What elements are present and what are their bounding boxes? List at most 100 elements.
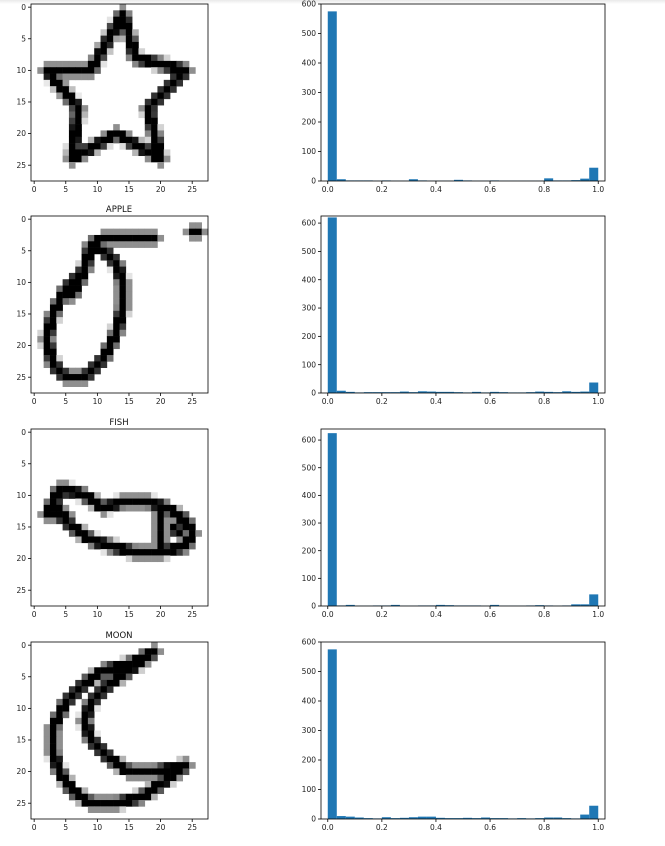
- pixel: [49, 511, 57, 518]
- pixel: [100, 130, 108, 138]
- pixel: [144, 124, 152, 131]
- pixel: [62, 285, 70, 293]
- pixel: [151, 774, 158, 782]
- pixel: [113, 679, 120, 687]
- histogram-bar: [345, 816, 355, 819]
- pixel: [68, 92, 76, 100]
- pixel: [87, 241, 95, 248]
- pixel: [182, 536, 190, 544]
- pixel: [125, 228, 133, 236]
- x-tick-label: 10: [93, 397, 103, 406]
- histogram-bar: [345, 391, 355, 393]
- pixel: [151, 105, 158, 112]
- x-tick-label: 0.6: [484, 185, 496, 194]
- pixel: [144, 241, 152, 248]
- histogram-frame-3: [320, 428, 606, 607]
- y-tick-label: 5: [21, 34, 26, 43]
- pixel: [119, 329, 127, 337]
- pixel: [132, 41, 139, 49]
- pixel: [56, 317, 63, 324]
- pixel: [119, 266, 127, 274]
- pixel: [49, 73, 57, 81]
- y-tick-label: 0: [311, 815, 316, 824]
- pixel: [49, 60, 57, 68]
- pixel: [163, 523, 171, 531]
- pixel: [68, 111, 76, 119]
- pixel: [119, 291, 127, 299]
- pixel: [106, 234, 114, 242]
- pixel: [113, 285, 120, 293]
- pixel: [157, 648, 165, 655]
- pixel: [157, 768, 165, 776]
- pixel: [75, 717, 82, 725]
- pixel: [75, 285, 82, 293]
- window-top-edge: [0, 0, 665, 4]
- pixel: [157, 92, 165, 100]
- pixel: [100, 679, 108, 687]
- pixel: [87, 136, 95, 144]
- pixel: [113, 673, 120, 681]
- pixel: [68, 479, 76, 487]
- pixel: [189, 67, 196, 74]
- y-tick-label: 500: [302, 667, 317, 676]
- pixel: [113, 130, 120, 138]
- pixel: [176, 536, 184, 544]
- pixel: [49, 492, 57, 499]
- pixel: [157, 54, 165, 62]
- pixel: [56, 367, 63, 375]
- pixel: [49, 79, 57, 87]
- pixel: [138, 793, 146, 801]
- pixel: [138, 136, 146, 144]
- pixel: [87, 705, 95, 712]
- pixel: [189, 536, 196, 544]
- pixel: [43, 743, 51, 750]
- pixel: [43, 749, 51, 757]
- pixel: [81, 67, 89, 74]
- pixel: [119, 304, 127, 312]
- pixel: [100, 348, 108, 356]
- pixel: [56, 361, 63, 369]
- pixel: [106, 549, 114, 556]
- pixel: [151, 136, 158, 144]
- pixel: [49, 342, 57, 350]
- y-tick-label: 600: [302, 638, 317, 647]
- pixel: [113, 298, 120, 305]
- pixel: [151, 228, 158, 236]
- pixel: [56, 736, 63, 744]
- pixel: [157, 523, 165, 531]
- pixel: [81, 367, 89, 375]
- pixel: [100, 800, 108, 807]
- pixel: [68, 86, 76, 93]
- histogram-bar: [490, 818, 500, 819]
- pixel: [157, 504, 165, 512]
- pixel: [125, 41, 133, 49]
- pixel: [132, 492, 139, 499]
- pixel: [144, 155, 152, 163]
- x-tick-label: 15: [124, 610, 134, 619]
- pixel: [170, 79, 177, 87]
- pixel: [56, 498, 63, 506]
- pixel: [81, 143, 89, 150]
- pixel: [106, 536, 114, 544]
- pixel: [195, 222, 202, 229]
- pixel: [144, 105, 152, 112]
- pixel: [125, 234, 133, 242]
- pixel: [125, 279, 133, 286]
- pixel: [100, 536, 108, 544]
- pixel: [138, 498, 146, 506]
- pixel: [100, 143, 108, 150]
- pixel: [81, 530, 89, 537]
- pixel: [138, 549, 146, 556]
- pixel: [49, 348, 57, 356]
- pixel: [138, 768, 146, 776]
- pixel: [81, 279, 89, 286]
- pixel: [157, 98, 165, 106]
- pixel: [106, 323, 114, 331]
- pixel: [94, 149, 101, 157]
- pixel: [144, 549, 152, 556]
- pixel: [75, 67, 82, 74]
- y-tick-label: 400: [302, 491, 317, 500]
- image-title-4: MOON: [105, 631, 132, 641]
- pixel: [87, 743, 95, 750]
- pixel: [75, 136, 82, 144]
